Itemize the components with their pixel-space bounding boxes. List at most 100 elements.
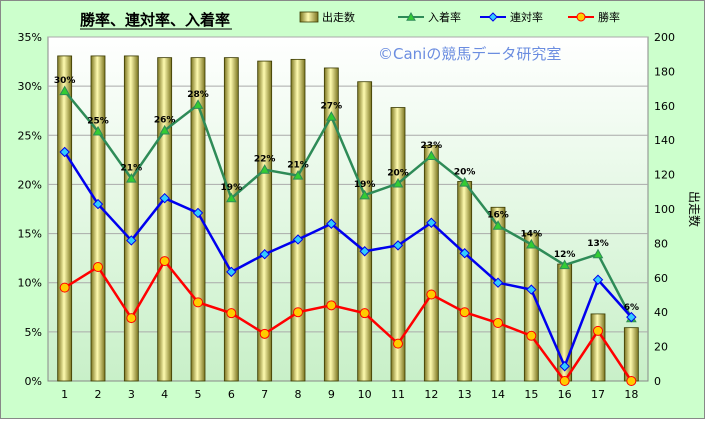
data-label-show-3: 21%: [121, 164, 143, 174]
legend-label-show: 入着率: [428, 10, 461, 24]
y-left-tick-label: 15%: [18, 228, 42, 241]
data-label-show-4: 26%: [154, 115, 176, 125]
point-place-18: [626, 311, 637, 323]
x-tick-label: 7: [261, 388, 268, 401]
data-label-show-16: 12%: [554, 250, 576, 260]
data-label-show-8: 21%: [287, 161, 309, 171]
point-win-9: [326, 300, 337, 311]
chart-title: 勝率、連対率、入着率: [80, 11, 230, 29]
point-place-7: [259, 249, 270, 260]
bar-runs-14: [490, 206, 506, 382]
point-show-10: [359, 189, 371, 200]
x-tick-label: 17: [591, 388, 605, 401]
point-win-8: [293, 307, 303, 318]
x-tick-label: 13: [458, 388, 472, 401]
bar-runs-8: [290, 58, 306, 382]
y-right-tick-label: 120: [654, 169, 675, 182]
point-show-2: [92, 125, 104, 136]
point-place-5: [192, 207, 204, 219]
point-show-15: [525, 238, 537, 249]
bar-runs-13: [457, 181, 473, 382]
point-place-11: [392, 240, 404, 251]
legend-label-place: 連対率: [510, 10, 543, 24]
point-win-13: [459, 307, 470, 318]
point-show-4: [159, 124, 171, 135]
bar-runs-4: [157, 57, 173, 382]
y-right-tick-label: 20: [654, 341, 668, 354]
point-win-16: [559, 376, 570, 386]
point-win-17: [593, 325, 603, 336]
x-tick-label: 11: [391, 388, 405, 401]
point-place-16: [559, 361, 570, 372]
series-line-show: [63, 90, 633, 319]
y-right-tick-label: 80: [654, 237, 668, 250]
y-right-axis-label: 出走数: [687, 191, 702, 227]
point-place-15: [526, 284, 537, 295]
bar-runs-12: [423, 144, 439, 382]
bar-runs-17: [590, 313, 606, 382]
point-show-6: [225, 192, 237, 203]
legend-label-win: 勝率: [598, 10, 620, 24]
x-tick-label: 12: [424, 388, 438, 401]
bar-runs-1: [57, 55, 73, 382]
point-win-3: [126, 313, 137, 324]
bar-runs-10: [357, 81, 373, 382]
point-show-7: [259, 164, 271, 174]
x-tick-label: 8: [295, 388, 302, 401]
point-place-9: [326, 218, 337, 229]
y-right-tick-label: 0: [654, 375, 661, 388]
x-tick-label: 9: [328, 388, 335, 401]
x-tick-label: 10: [358, 388, 372, 401]
y-right-tick-label: 100: [654, 203, 675, 216]
point-win-7: [259, 328, 270, 339]
point-show-16: [559, 259, 571, 270]
plot-area: [47, 36, 649, 382]
bar-runs-3: [123, 55, 139, 382]
y-left-tick-label: 30%: [18, 80, 42, 93]
x-tick-label: 14: [491, 388, 505, 401]
data-label-show-10: 19%: [354, 180, 376, 190]
point-win-2: [93, 261, 103, 272]
watermark-text: ©Caniの競馬データ研究室: [378, 45, 561, 63]
y-left-tick-label: 20%: [18, 178, 42, 191]
data-label-show-14: 16%: [487, 211, 509, 221]
x-tick-label: 18: [624, 388, 638, 401]
point-place-12: [426, 217, 437, 228]
point-win-6: [226, 308, 237, 319]
data-label-show-11: 20%: [387, 168, 409, 178]
legend-marker-win: [576, 12, 586, 22]
legend-swatch-runs: [299, 11, 319, 23]
legend-marker-show: [406, 11, 416, 21]
y-left-tick-label: 0%: [25, 375, 42, 388]
x-tick-label: 1: [61, 388, 68, 401]
y-right-tick-label: 40: [654, 306, 668, 319]
point-win-5: [193, 297, 203, 308]
point-show-3: [125, 173, 137, 183]
point-show-13: [459, 176, 471, 187]
bar-runs-15: [523, 232, 539, 382]
x-tick-label: 3: [128, 388, 135, 401]
point-show-8: [292, 170, 304, 180]
point-show-1: [59, 85, 71, 96]
legend-marker-place: [488, 12, 498, 22]
data-label-show-6: 19%: [221, 183, 243, 193]
point-place-2: [92, 198, 104, 210]
data-label-show-7: 22%: [254, 155, 276, 165]
x-tick-label: 5: [195, 388, 202, 401]
x-tick-label: 15: [524, 388, 538, 401]
y-left-tick-label: 35%: [18, 31, 42, 44]
bar-runs-6: [223, 57, 239, 382]
point-show-14: [492, 220, 504, 230]
series-line-place: [63, 151, 633, 370]
data-label-show-5: 28%: [187, 90, 209, 100]
x-tick-label: 6: [228, 388, 235, 401]
point-win-10: [359, 308, 370, 319]
bar-runs-7: [257, 60, 273, 382]
y-right-tick-label: 200: [654, 31, 675, 44]
point-place-14: [492, 277, 504, 288]
point-place-10: [359, 246, 370, 257]
point-place-3: [126, 235, 137, 246]
y-right-tick-label: 140: [654, 134, 675, 147]
point-place-1: [59, 146, 70, 158]
